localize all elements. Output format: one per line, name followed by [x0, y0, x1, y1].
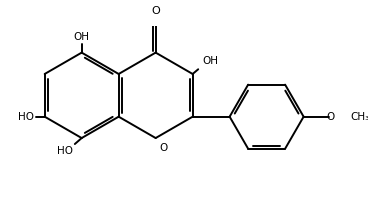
Text: CH₃: CH₃	[350, 112, 368, 122]
Text: O: O	[326, 112, 335, 122]
Text: OH: OH	[74, 32, 90, 42]
Text: HO: HO	[57, 146, 73, 156]
Text: O: O	[159, 143, 167, 153]
Text: HO: HO	[18, 112, 34, 122]
Text: O: O	[151, 6, 160, 16]
Text: OH: OH	[202, 55, 218, 66]
